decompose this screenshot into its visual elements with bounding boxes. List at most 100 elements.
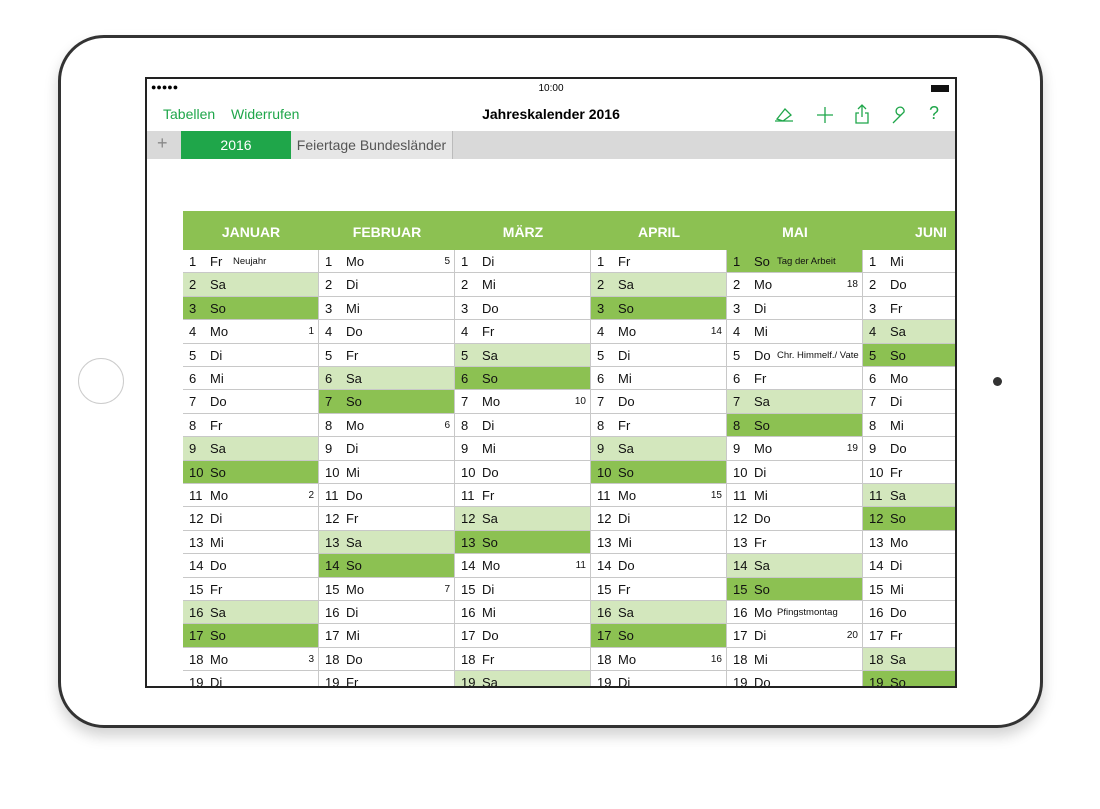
day-cell: 2 Do — [863, 273, 955, 297]
day-number: 13 — [733, 534, 748, 550]
weekday: Sa — [618, 441, 634, 457]
day-number: 4 — [733, 324, 741, 340]
day-number: 9 — [325, 441, 333, 457]
day-number: 1 — [189, 254, 197, 269]
day-cell: 7 Mo 10 — [455, 390, 591, 414]
day-cell: 15 So — [727, 577, 863, 601]
month-header: MAI — [727, 211, 863, 250]
weekday: Sa — [346, 371, 362, 386]
day-number: 11 — [461, 488, 475, 503]
day-cell: 11 Mi — [727, 484, 863, 508]
day-number: 11 — [325, 488, 339, 503]
day-number: 7 — [869, 394, 877, 410]
day-cell: 13 Mi — [183, 530, 319, 555]
day-cell: 11 Mo 2 — [183, 484, 319, 508]
weekday: Fr — [482, 324, 495, 340]
week-number: 16 — [710, 653, 722, 665]
weekday: Di — [618, 347, 631, 363]
day-number: 15 — [733, 581, 748, 597]
weekday: Do — [754, 511, 771, 527]
weekday: Di — [210, 675, 223, 688]
toolbar-button[interactable]: Widerrufen — [231, 106, 300, 122]
weekday: Mi — [754, 488, 768, 503]
day-cell: 10 Fr — [863, 460, 955, 484]
day-cell: 7 Do — [183, 390, 319, 414]
day-cell: 10 So — [591, 460, 727, 484]
day-cell: 5 Fr — [319, 343, 455, 367]
day-number: 4 — [461, 324, 469, 340]
day-cell: 1 So Tag der Arbeit — [727, 250, 863, 274]
weekday: Sa — [890, 488, 906, 503]
day-cell: 2 Mo 18 — [727, 273, 863, 297]
holiday: Chr. Himmelf./ Vate — [777, 349, 859, 361]
day-number: 17 — [597, 628, 612, 644]
day-cell: 18 Mo 16 — [591, 647, 727, 672]
day-number: 18 — [597, 651, 612, 667]
add-sheet[interactable]: + — [157, 133, 168, 153]
day-number: 19 — [733, 675, 748, 688]
day-cell: 14 Sa — [727, 554, 863, 578]
day-number: 7 — [325, 394, 333, 410]
weekday: Mi — [890, 581, 904, 597]
day-number: 14 — [325, 558, 340, 574]
toolbar-button[interactable]: Tabellen — [163, 106, 216, 122]
day-cell: 16 Sa — [183, 601, 319, 625]
day-number: 16 — [869, 605, 884, 620]
day-number: 9 — [733, 441, 741, 457]
day-cell: 1 Fr Neujahr — [183, 250, 319, 274]
weekday: So — [618, 628, 634, 644]
weekday: Fr — [482, 488, 495, 503]
day-number: 7 — [189, 394, 197, 410]
weekday: Do — [618, 558, 635, 574]
weekday: Do — [482, 464, 499, 480]
day-cell: 12 Do — [727, 507, 863, 531]
weekday: Di — [210, 511, 223, 527]
day-number: 8 — [597, 417, 605, 433]
weekday: Do — [210, 558, 227, 574]
weekday: Fr — [890, 464, 903, 480]
day-number: 9 — [189, 441, 197, 457]
weekday: Di — [618, 675, 631, 688]
day-number: 8 — [461, 417, 469, 433]
day-number: 10 — [189, 464, 204, 480]
day-number: 5 — [597, 347, 605, 363]
toolbar-icons[interactable] — [747, 101, 947, 127]
day-number: 2 — [461, 277, 469, 293]
day-number: 10 — [461, 464, 476, 480]
weekday: Mo — [346, 417, 365, 433]
weekday: Fr — [210, 581, 223, 597]
weekday: Mi — [346, 300, 360, 316]
week-number: 2 — [308, 490, 314, 501]
day-cell: 16 Do — [863, 601, 955, 625]
help-button[interactable]: ? — [929, 103, 940, 123]
day-number: 10 — [869, 464, 884, 480]
tab[interactable]: 2016 — [181, 131, 291, 159]
weekday: So — [482, 534, 498, 550]
month-header: APRIL — [591, 211, 727, 250]
day-number: 9 — [597, 441, 605, 457]
weekday: Do — [890, 277, 907, 293]
day-number: 15 — [597, 581, 612, 597]
weekday: Sa — [210, 441, 226, 457]
weekday: So — [346, 558, 362, 574]
day-cell: 5 Sa — [455, 343, 591, 367]
weekday: Mo — [618, 488, 637, 503]
day-number: 18 — [325, 651, 340, 667]
day-cell: 13 So — [455, 530, 591, 555]
day-number: 15 — [325, 581, 340, 597]
day-number: 4 — [869, 324, 877, 340]
weekday: Mo — [754, 605, 773, 620]
day-cell: 3 Do — [455, 296, 591, 321]
weekday: Fr — [346, 675, 359, 688]
day-cell: 4 Mo 1 — [183, 320, 319, 344]
day-number: 2 — [325, 277, 333, 293]
weekday: Di — [346, 441, 359, 457]
day-number: 3 — [461, 300, 469, 316]
day-cell: 6 Mi — [183, 367, 319, 391]
day-number: 9 — [461, 441, 469, 457]
day-cell: 17 Fr — [863, 624, 955, 648]
tab[interactable]: Feiertage Bundesländer — [291, 131, 453, 159]
weekday: Mo — [210, 488, 229, 503]
weekday: Do — [754, 347, 771, 363]
weekday: Sa — [618, 605, 634, 620]
